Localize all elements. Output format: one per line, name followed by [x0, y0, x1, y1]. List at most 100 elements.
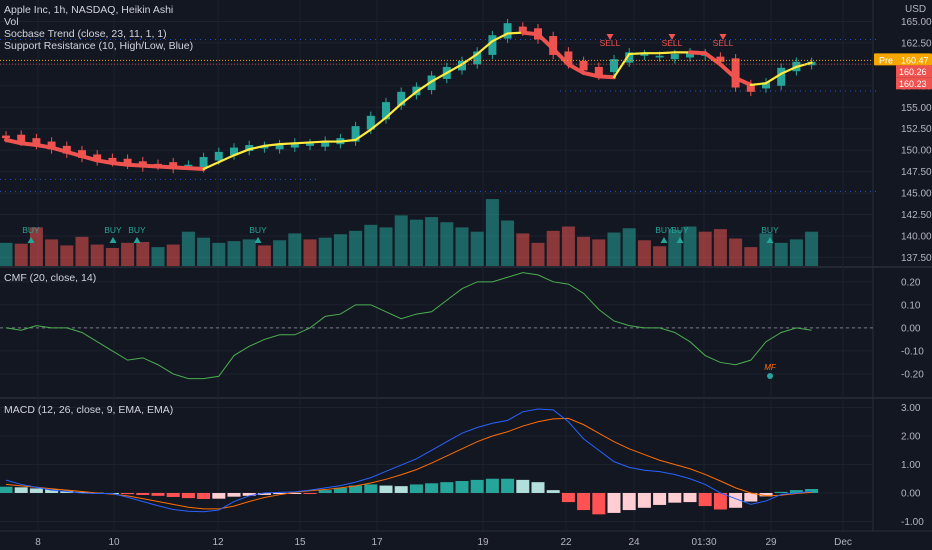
trend-line-segment — [491, 32, 509, 43]
buy-signal-label: BUY — [128, 225, 146, 235]
volume-bar — [121, 242, 135, 266]
volume-bar — [485, 199, 499, 266]
volume-bar — [501, 220, 515, 266]
candle-body — [93, 154, 102, 162]
volume-bar — [45, 239, 59, 266]
macd-histogram-bar — [121, 492, 135, 495]
trend-line-segment — [384, 102, 403, 119]
cmf-line — [5, 272, 812, 380]
macd-histogram-bar — [744, 492, 758, 502]
candle-body — [17, 134, 26, 142]
candle-body — [290, 142, 299, 148]
main-legend: Apple Inc, 1h, NASDAQ, Heikin Ashi Vol S… — [4, 4, 193, 52]
legend-trend[interactable]: Socbase Trend (close, 23, 11, 1, 1) — [4, 28, 167, 40]
time-label: 22 — [560, 537, 572, 548]
trend-line-segment — [476, 40, 494, 56]
macd-histogram-bar — [181, 492, 195, 499]
macd-histogram-bar — [637, 492, 651, 508]
legend-support[interactable]: Support Resistance (10, High/Low, Blue) — [4, 40, 194, 52]
volume-bar — [729, 238, 743, 266]
trend-line-segment — [430, 71, 448, 83]
macd-histogram-bar — [531, 482, 545, 493]
price-tick-label: 152.50 — [901, 124, 932, 135]
volume-bar — [561, 226, 575, 266]
time-label: 24 — [628, 537, 640, 548]
volume-bar — [273, 240, 287, 266]
macd-histogram-bar — [501, 478, 515, 493]
candle-body — [564, 51, 573, 65]
volume-bar — [29, 227, 43, 266]
macd-histogram-bar — [729, 492, 743, 508]
macd-histogram-bar — [288, 492, 302, 494]
volume-bar — [60, 245, 74, 266]
macd-histogram-bar — [622, 492, 636, 511]
last-price-value: 160.26 — [899, 67, 927, 77]
macd-histogram-bar — [257, 492, 271, 495]
buy-signal-arrow — [133, 237, 141, 243]
trend-line-segment — [232, 148, 251, 157]
trend-line-segment — [4, 137, 24, 146]
trend-line-segment — [19, 141, 39, 148]
time-label: 01:30 — [691, 537, 716, 548]
pre-market-value: 160.47 — [901, 55, 929, 65]
macd-histogram-bar — [14, 487, 28, 493]
candle-body — [321, 140, 330, 147]
time-label: 19 — [477, 537, 489, 548]
cmf-tick-label: -0.20 — [901, 369, 924, 380]
trend-line-segment — [171, 165, 191, 171]
candle-body — [594, 66, 603, 76]
volume-bar — [668, 229, 682, 266]
macd-histogram-bar — [440, 482, 454, 493]
macd-histogram-bar — [455, 481, 469, 493]
buy-signal-arrow — [109, 237, 117, 243]
candle-body — [777, 67, 786, 86]
volume-bar — [577, 236, 591, 266]
macd-histogram-bar — [349, 485, 363, 493]
trend-line-segment — [780, 65, 798, 75]
cmf-title[interactable]: CMF (20, close, 14) — [4, 272, 97, 284]
macd-histogram-bar — [561, 492, 575, 503]
price-tick-label: 142.50 — [901, 210, 932, 221]
macd-histogram-bar — [759, 492, 773, 497]
volume-bar — [774, 242, 788, 266]
macd-histogram-bar — [789, 490, 803, 493]
volume-bar — [379, 227, 393, 266]
low-price-badge — [896, 77, 932, 90]
candle-body — [549, 36, 558, 55]
sell-signal-label: SELL — [662, 38, 683, 48]
volume-bar — [181, 231, 195, 266]
volume-bar — [349, 230, 363, 266]
trend-line-segment — [581, 70, 601, 79]
trend-line-segment — [34, 143, 54, 150]
trend-line-segment — [520, 30, 540, 37]
mf-label: MF — [764, 363, 777, 372]
pre-market-badge — [874, 53, 932, 66]
legend-symbol[interactable]: Apple Inc, 1h, NASDAQ, Heikin Ashi — [4, 4, 174, 16]
volume-bar — [409, 219, 423, 266]
macd-histogram-bar — [151, 492, 165, 496]
candle-body — [655, 55, 664, 58]
price-tick-label: 147.50 — [901, 167, 932, 178]
macd-histogram-bar — [607, 492, 621, 513]
buy-signal-arrow — [676, 237, 684, 243]
macd-title[interactable]: MACD (12, 26, close, 9, EMA, EMA) — [4, 404, 174, 416]
macd-histogram-bar — [425, 483, 439, 493]
time-label: 15 — [294, 537, 306, 548]
volume-bar — [14, 243, 28, 266]
macd-histogram-bar — [242, 492, 256, 496]
buy-signal-label: BUY — [22, 225, 40, 235]
volume-bar — [683, 226, 697, 266]
candle-body — [32, 138, 41, 146]
candle-body — [625, 52, 634, 63]
price-tick-label: 140.00 — [901, 231, 932, 242]
cmf-tick-label: 0.20 — [901, 277, 921, 288]
volume-bar — [151, 247, 165, 266]
legend-volume[interactable]: Vol — [4, 16, 19, 28]
macd-histogram-bar — [516, 479, 530, 493]
macd-tick-label: 1.00 — [901, 460, 921, 471]
macd-histogram-bar — [273, 492, 287, 495]
buy-signal-label: BUY — [761, 225, 779, 235]
macd-histogram-bar — [379, 485, 393, 493]
trend-line-segment — [415, 80, 433, 93]
